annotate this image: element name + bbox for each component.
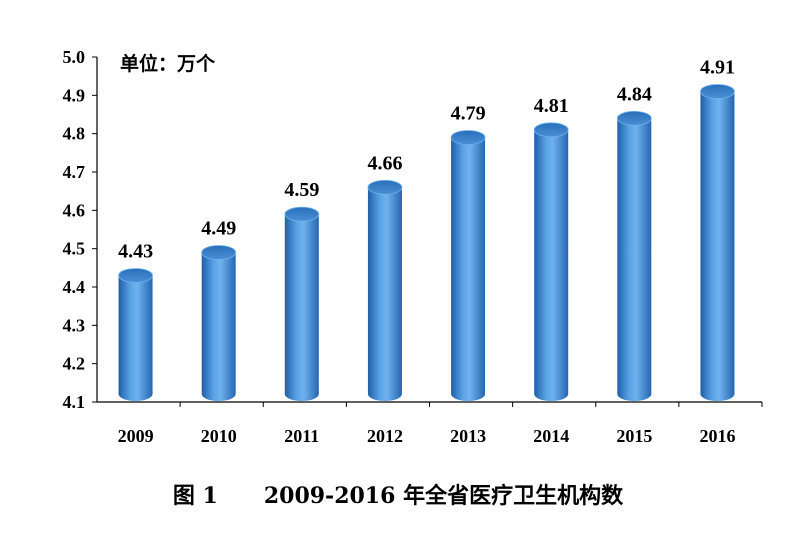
data-label-2014: 4.81 (534, 95, 569, 117)
data-labels: 4.43 4.49 4.59 4.66 4.79 4.81 4.84 4.91 (118, 57, 735, 263)
chart-axes: 4.1 4.2 4.3 4.4 4.5 4.6 4.7 4.8 4.9 5.0 2009 2010 20… (63, 47, 763, 446)
y-tick-label: 4.3 (63, 315, 86, 335)
y-tick-label: 4.7 (63, 162, 86, 182)
data-label-2016: 4.91 (700, 57, 735, 79)
x-tick-label: 2010 (201, 426, 237, 446)
x-tick-label: 2013 (450, 426, 486, 446)
y-tick-label: 5.0 (63, 47, 86, 67)
bar-2009 (118, 268, 153, 402)
bar-body (617, 118, 652, 402)
bar-2012 (367, 179, 403, 402)
y-tick-label: 4.1 (63, 392, 86, 412)
bar-top (450, 130, 486, 145)
y-tick-label: 4.9 (63, 85, 86, 105)
data-label-2013: 4.79 (451, 103, 486, 125)
bar-2011 (284, 206, 320, 402)
bar-top (284, 206, 320, 222)
figure-title: 2009-2016 年全省医疗卫生机构数 (263, 483, 624, 509)
bar-top (201, 245, 237, 260)
x-tick-label: 2014 (533, 426, 569, 446)
data-label-2009: 4.43 (118, 241, 153, 263)
bar-body (700, 91, 735, 402)
bar-body (451, 137, 486, 402)
y-tick-label: 4.4 (63, 277, 86, 297)
data-label-2011: 4.59 (284, 179, 319, 201)
y-tick-label: 4.5 (63, 239, 86, 259)
bar-top (367, 179, 403, 195)
figure-number: 图 1 (172, 483, 218, 509)
bar-2015 (616, 110, 652, 402)
unit-label: 单位：万个 (120, 52, 216, 75)
bar-top (700, 84, 735, 99)
bar-body (284, 214, 319, 402)
x-tick-label: 2009 (118, 426, 154, 446)
bar-2010 (201, 245, 237, 402)
bar-top (616, 110, 652, 126)
bar-top (533, 122, 569, 138)
bar-body (534, 129, 569, 402)
x-tick-label: 2012 (367, 426, 403, 446)
bar-chart: 4.1 4.2 4.3 4.4 4.5 4.6 4.7 4.8 4.9 5.0 2009 2010 20… (63, 47, 763, 446)
bar-body (118, 275, 153, 402)
bar-2013 (450, 130, 486, 402)
y-tick-label: 4.8 (63, 124, 86, 144)
data-label-2010: 4.49 (201, 218, 236, 240)
bar-body (201, 252, 236, 402)
bar-top (118, 268, 153, 283)
bar-series (118, 84, 735, 402)
bar-2016 (700, 84, 735, 402)
x-tick-label: 2016 (699, 426, 735, 446)
data-label-2015: 4.84 (617, 83, 652, 105)
bar-2014 (533, 122, 569, 402)
figure-caption: 图 1 2009-2016 年全省医疗卫生机构数 (0, 478, 796, 510)
x-tick-label: 2011 (284, 426, 319, 446)
y-tick-label: 4.6 (63, 200, 86, 220)
bar-body (367, 187, 402, 402)
y-tick-label: 4.2 (63, 354, 86, 374)
x-tick-label: 2015 (616, 426, 652, 446)
data-label-2012: 4.66 (367, 152, 402, 174)
